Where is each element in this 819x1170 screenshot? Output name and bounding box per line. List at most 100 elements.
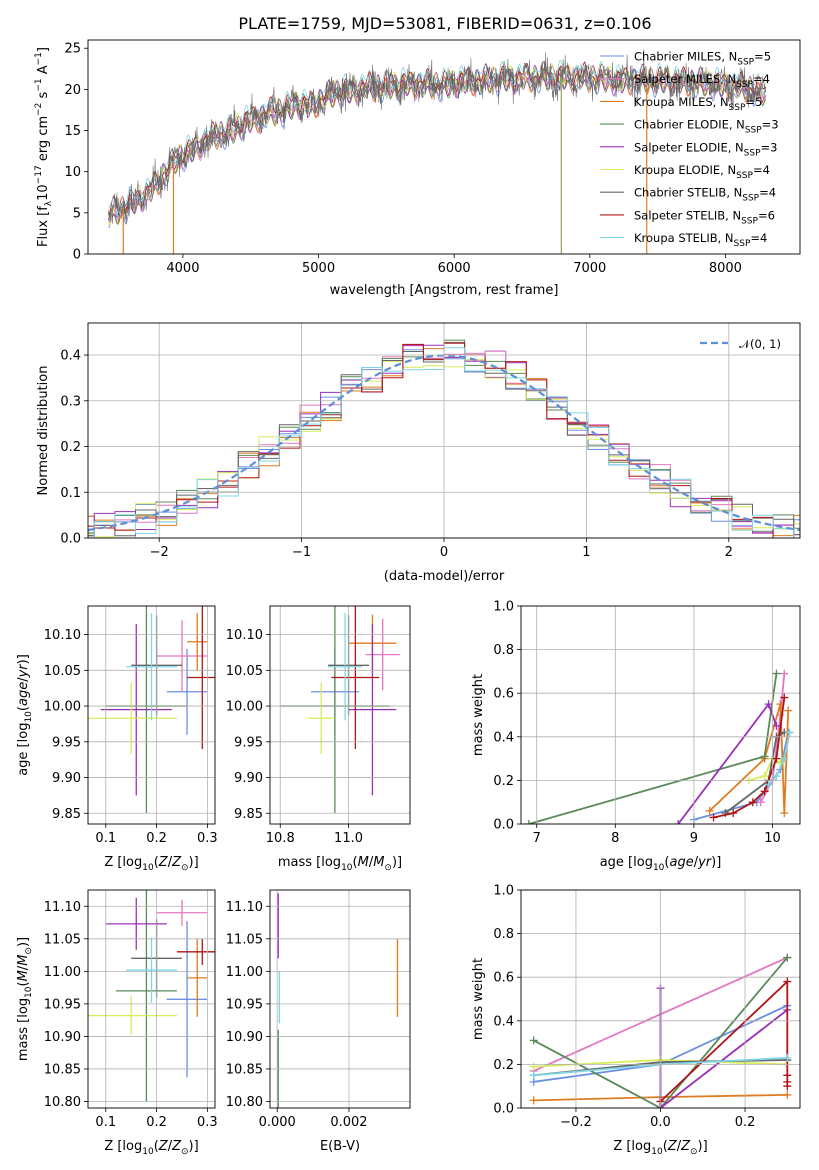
legend-label: Chabrier MILES, NSSP=5: [634, 50, 771, 68]
x-tick-label: 6000: [438, 261, 471, 276]
axes-frame-spectrum: [87, 39, 801, 255]
y-tick-label: 10.95: [226, 997, 263, 1012]
axes-frame-age-vs-Z: [87, 605, 216, 825]
x-tick-label: 10.8: [266, 831, 295, 846]
legend-label: Salpeter ELODIE, NSSP=3: [634, 140, 777, 158]
y-tick-label: 10.85: [226, 1062, 263, 1077]
x-tick-label: 8000: [709, 261, 742, 276]
y-tick-label: 11.10: [226, 900, 263, 915]
errorbar-chabrier-miles: [166, 648, 208, 735]
legend-label: Kroupa ELODIE, NSSP=4: [634, 163, 770, 181]
x-tick-label: −2: [150, 545, 169, 560]
y-axis-label: Normed distribution: [36, 366, 51, 496]
errorbar-chabrier-elodie: [115, 890, 177, 1102]
y-tick-label: 0.0: [493, 818, 514, 833]
errorbar-kroupa-stelib: [328, 613, 363, 721]
errorbar-kroupa-stelib: [126, 613, 177, 721]
legend-label: Salpeter STELIB, NSSP=6: [634, 208, 775, 226]
x-tick-label: 0.0: [650, 1115, 671, 1130]
y-tick-label: 15: [64, 124, 81, 139]
x-axis-label: (data-model)/error: [384, 569, 505, 584]
legend-label: Kroupa STELIB, NSSP=4: [634, 231, 767, 249]
weight-marker: [760, 787, 769, 796]
x-axis-label: age [log10(age/yr)]: [600, 855, 722, 873]
x-tick-label: 4000: [166, 261, 199, 276]
grid-age-vs-mass: [270, 606, 410, 824]
y-axis-label: Flux [fλ10−17 erg cm−2 s−1 A−1]: [34, 47, 54, 247]
weight-marker: [783, 1090, 792, 1099]
axes-frame-age-vs-mass: [269, 605, 411, 825]
weight-marker: [674, 820, 683, 824]
y-tick-label: 10.05: [44, 664, 81, 679]
x-tick-label: 7000: [573, 261, 606, 276]
errorbar-salpeter-miles: [365, 618, 400, 691]
errorbar-salpeter-stelib: [331, 606, 380, 749]
x-tick-label: 7: [533, 831, 541, 846]
y-tick-label: 0.3: [60, 394, 81, 409]
grid-weight-vs-age: [521, 605, 800, 825]
y-tick-label: 0: [73, 248, 81, 263]
grid-weight-vs-Z: [521, 889, 800, 1109]
errorbar-chabrier-miles: [166, 921, 208, 1078]
y-tick-label: 11.00: [44, 965, 81, 980]
panel-age-vs-Z: 0.1 0.2 0.3 9.85 9.90 9.95 10.00 10.05 10.10 Z [l…: [16, 605, 218, 873]
y-tick-label: 9.95: [52, 735, 81, 750]
y-tick-label: 10.90: [226, 1030, 263, 1045]
errorbar-salpeter-elodie: [100, 623, 172, 796]
legend-label: Kroupa MILES, NSSP=5: [634, 95, 762, 113]
y-axis-label: mass weight: [471, 674, 486, 756]
y-tick-label: 0.2: [493, 1058, 514, 1073]
axes-frame-mass-vs-Z: [87, 889, 216, 1109]
weight-marker: [772, 772, 781, 781]
grid-age-vs-Z: [88, 606, 215, 824]
y-tick-label: 9.95: [234, 735, 263, 750]
x-tick-label: 11.0: [334, 831, 363, 846]
panel-age-vs-mass: 10.8 11.0 9.85 9.90 9.95 10.00 10.05 10.10 mass …: [226, 605, 411, 873]
weight-marker: [772, 754, 781, 763]
weight-marker: [760, 772, 769, 781]
x-tick-label: 0.2: [146, 1115, 167, 1130]
axes-frame-residuals: [87, 322, 801, 539]
y-tick-label: 0.4: [493, 1014, 514, 1029]
weight-marker: [729, 809, 738, 818]
y-tick-label: 0.4: [493, 730, 514, 745]
y-tick-label: 10.00: [226, 700, 263, 715]
weight-marker: [780, 693, 789, 702]
y-tick-label: 1.0: [493, 600, 514, 615]
legend: Chabrier MILES, NSSP=5 Salpeter MILES, NS…: [600, 50, 779, 249]
weight-marker: [783, 953, 792, 962]
x-axis-label: E(B-V): [320, 1139, 360, 1154]
x-tick-label: 8: [611, 831, 619, 846]
x-axis-label: wavelength [Angstrom, rest frame]: [330, 283, 559, 298]
y-axis-label: mass [log10(M/M⊙)]: [16, 937, 34, 1061]
y-tick-label: 11.00: [226, 965, 263, 980]
weight-marker: [780, 669, 789, 678]
y-tick-label: 20: [64, 83, 81, 98]
weight-marker: [783, 977, 792, 986]
errorbar-kroupa-stelib: [126, 937, 177, 1003]
panel-mass-vs-Z: 0.1 0.2 0.3 10.80 10.85 10.90 10.95 11.00 11.05 1…: [16, 889, 218, 1157]
y-axis-label: mass weight: [471, 958, 486, 1040]
weight-marker: [783, 1082, 792, 1091]
y-tick-label: 9.85: [52, 807, 81, 822]
x-tick-label: 0.3: [197, 831, 218, 846]
x-axis-label: Z [log10(Z/Z⊙)]: [104, 1139, 198, 1157]
y-tick-label: 10.10: [44, 628, 81, 643]
y-tick-label: 0.4: [60, 349, 81, 364]
weight-marker: [783, 1053, 792, 1062]
panel-weight-vs-age: 7 8 9 10 0.0 0.2 0.4 0.6 0.8 1.0 mass weight age [l…: [471, 600, 801, 873]
errorbar-salpeter-miles: [156, 899, 208, 926]
errorbar-salpeter-elodie: [348, 623, 397, 796]
observed-spectrum: [108, 49, 767, 225]
x-tick-label: 0.1: [95, 831, 116, 846]
panel-weight-vs-Z: −0.2 0.0 0.2 0.0 0.2 0.4 0.6 0.8 1.0 mass weight Z…: [471, 884, 801, 1157]
errorbar-kroupa-miles: [187, 613, 208, 671]
y-tick-label: 5: [73, 206, 81, 221]
weight-marker: [529, 1062, 538, 1071]
y-tick-label: 11.10: [44, 900, 81, 915]
weight-marker: [529, 1036, 538, 1045]
y-tick-label: 0.0: [493, 1102, 514, 1117]
weight-marker: [529, 1071, 538, 1080]
x-tick-label: −0.2: [560, 1115, 592, 1130]
figure-title: PLATE=1759, MJD=53081, FIBERID=0631, z=0…: [238, 14, 651, 33]
